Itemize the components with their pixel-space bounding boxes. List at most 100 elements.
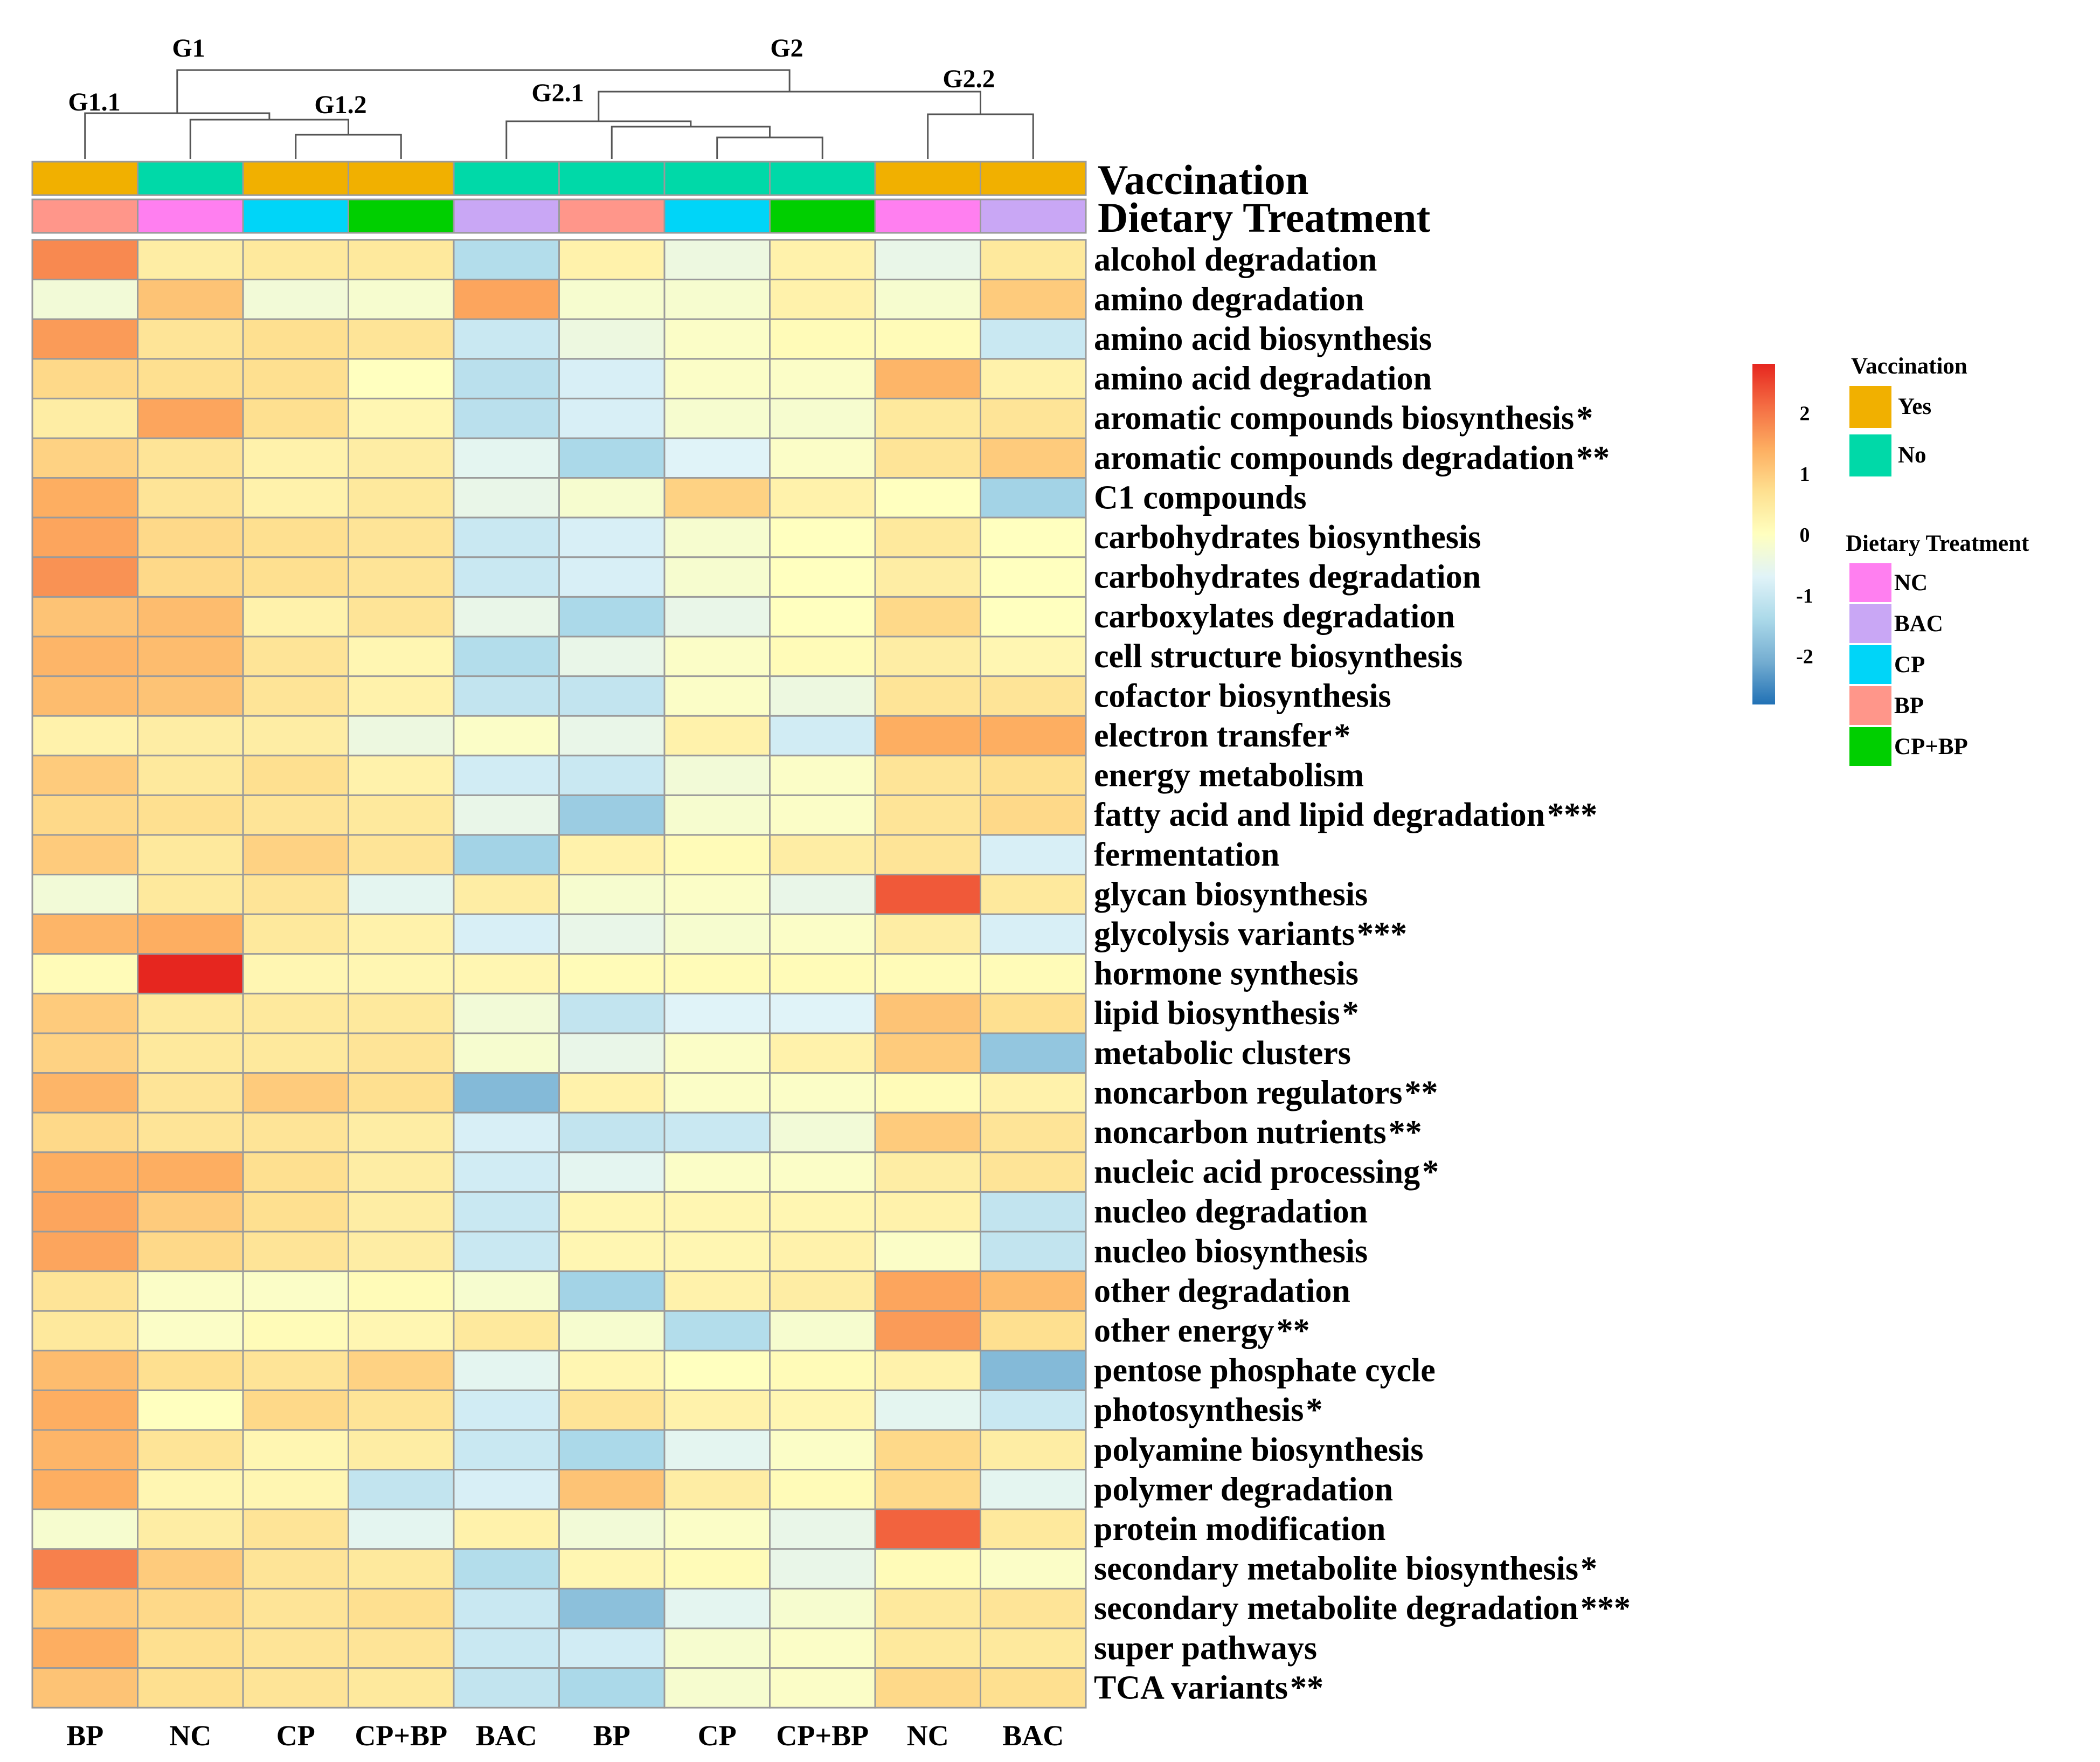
heatmap-cell (137, 794, 244, 836)
column-label-treatment: BP (66, 1719, 103, 1752)
heatmap-cell (242, 953, 349, 994)
heatmap-cell (663, 1310, 771, 1352)
heatmap-cell (874, 477, 981, 519)
heatmap-cell (874, 675, 981, 717)
heatmap-cell (769, 834, 876, 876)
heatmap-cell (663, 397, 771, 439)
heatmap-cell (769, 755, 876, 796)
heatmap-cell (242, 1508, 349, 1550)
heatmap-cell (348, 596, 455, 638)
heatmap-cells (31, 239, 1087, 1709)
color-scale-tick: -2 (1796, 646, 1813, 668)
heatmap-cell (558, 1667, 666, 1709)
heatmap-cell (348, 715, 455, 757)
heatmap-cell (663, 1072, 771, 1114)
vaccination-legend-title: Vaccination (1851, 354, 1967, 379)
heatmap-cell (874, 1310, 981, 1352)
color-scale: 2 1 0 -1 -2 (1752, 364, 1813, 704)
row-label: other energy** (1094, 1312, 1310, 1349)
heatmap-cell (348, 1231, 455, 1273)
vaccination-annotation-cell (137, 161, 244, 196)
heatmap-cell (453, 1310, 560, 1352)
dietary-legend-label: BP (1894, 693, 1924, 718)
heatmap-cell (874, 397, 981, 439)
heatmap-cell (558, 1151, 666, 1193)
heatmap-cell (31, 953, 138, 994)
heatmap-cell (348, 358, 455, 399)
row-label: carbohydrates biosynthesis (1094, 519, 1481, 556)
heatmap-cell (242, 1111, 349, 1153)
heatmap-cell (663, 635, 771, 678)
heatmap-cell (558, 755, 666, 796)
heatmap-cell (558, 913, 666, 955)
color-scale-tick: 0 (1800, 524, 1810, 547)
heatmap-cell (980, 1310, 1087, 1352)
column-dendrogram (84, 69, 1034, 159)
heatmap-cell (31, 1111, 138, 1153)
heatmap-cell (874, 1350, 981, 1391)
heatmap-cell (31, 1469, 138, 1510)
heatmap-cell (558, 992, 666, 1034)
heatmap-cell (558, 239, 666, 281)
heatmap-cell (874, 755, 981, 796)
heatmap-cell (663, 1469, 771, 1510)
heatmap-cell (31, 516, 138, 558)
row-label: alcohol degradation (1094, 241, 1377, 278)
heatmap-cell (558, 318, 666, 360)
heatmap-cell (137, 1032, 244, 1074)
dietary-annotation-cell (137, 198, 244, 234)
heatmap-cell (769, 1587, 876, 1629)
heatmap-cell (769, 437, 876, 479)
heatmap-cell (453, 1429, 560, 1471)
heatmap-cell (980, 953, 1087, 994)
heatmap-cell (980, 1389, 1087, 1431)
heatmap-cell (137, 358, 244, 399)
heatmap-cell (874, 992, 981, 1034)
heatmap-cell (31, 834, 138, 876)
heatmap-cell (348, 477, 455, 519)
heatmap-cell (874, 239, 981, 281)
row-label: polymer degradation (1094, 1471, 1393, 1508)
heatmap-cell (558, 1587, 666, 1629)
dendrogram-link (176, 69, 791, 113)
heatmap-cell (348, 1310, 455, 1352)
heatmap-cell (453, 913, 560, 955)
heatmap-cell (137, 596, 244, 638)
heatmap-cell (874, 556, 981, 598)
heatmap-cell (348, 1587, 455, 1629)
heatmap-cell (242, 318, 349, 360)
group-label-g1: G1 (172, 34, 205, 63)
color-scale-tick: 1 (1800, 463, 1810, 486)
heatmap-cell (663, 358, 771, 399)
heatmap-cell (453, 1548, 560, 1590)
heatmap-cell (137, 1429, 244, 1471)
heatmap-cell (874, 874, 981, 915)
group-label-g1-1: G1.1 (68, 88, 120, 116)
heatmap-cell (348, 834, 455, 876)
heatmap-cell (242, 1310, 349, 1352)
heatmap-cell (242, 1350, 349, 1391)
heatmap-cell (453, 715, 560, 757)
heatmap-cell (137, 516, 244, 558)
row-label: pentose phosphate cycle (1094, 1352, 1436, 1389)
heatmap-cell (663, 1429, 771, 1471)
heatmap-cell (558, 1270, 666, 1312)
heatmap-cell (980, 318, 1087, 360)
heatmap-cell (31, 675, 138, 717)
heatmap-cell (453, 1072, 560, 1114)
heatmap-cell (137, 1310, 244, 1352)
heatmap-cell (453, 556, 560, 598)
dendrogram-link (611, 126, 771, 159)
row-label: cofactor biosynthesis (1094, 678, 1391, 714)
heatmap-cell (663, 279, 771, 320)
heatmap-cell (874, 834, 981, 876)
heatmap-cell (663, 992, 771, 1034)
row-label: metabolic clusters (1094, 1035, 1351, 1072)
vaccination-annotation-cell (874, 161, 981, 196)
heatmap-cell (769, 953, 876, 994)
heatmap-cell (980, 239, 1087, 281)
heatmap-cell (137, 279, 244, 320)
heatmap-cell (453, 834, 560, 876)
